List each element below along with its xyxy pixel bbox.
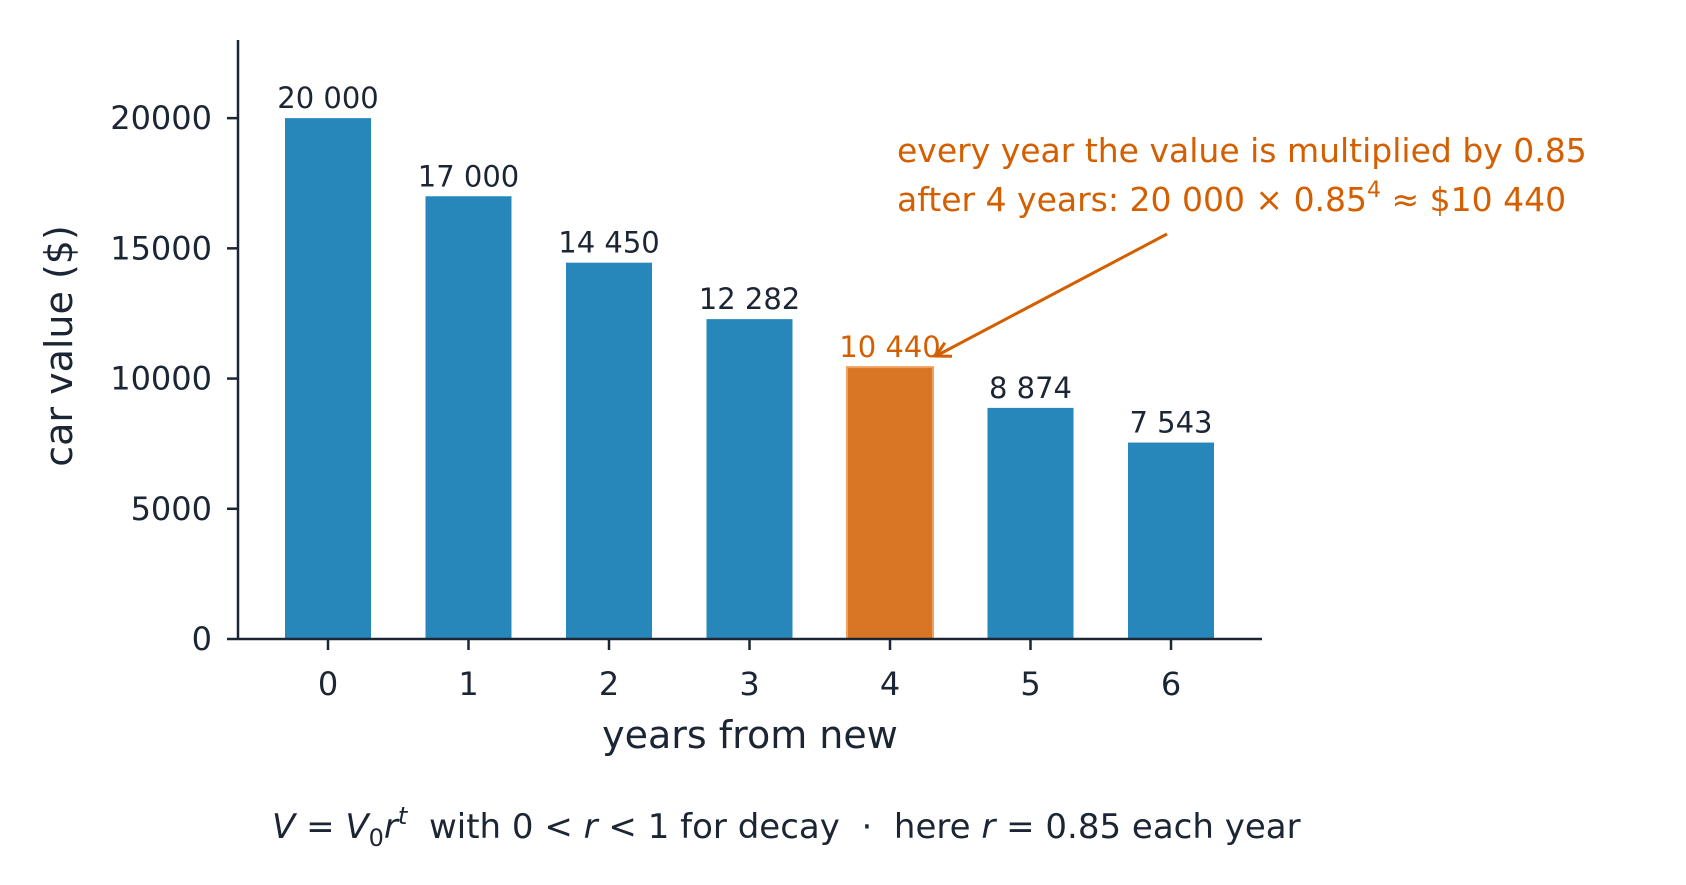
x-tick-label-5: 5: [1020, 665, 1040, 703]
x-tick-label-3: 3: [739, 665, 759, 703]
x-tick-label-1: 1: [458, 665, 478, 703]
y-tick-label-20000: 20000: [110, 99, 212, 137]
footer-r: r: [384, 807, 400, 847]
data-label-year-6: 7 543: [1129, 406, 1212, 440]
footer-tail: = 0.85 each year: [995, 807, 1300, 847]
footer-r2: r: [584, 807, 600, 847]
footer-eq: =: [295, 807, 345, 847]
annotation-line-2-prefix: after 4 years: 20 000 × 0.85: [897, 180, 1367, 219]
bar-year-1: [425, 196, 512, 639]
annotation-line-1: every year the value is multiplied by 0.…: [897, 131, 1587, 170]
data-labels-group: 20 000 17 000 14 450 12 282 10 440 8 874 7 543: [277, 81, 1212, 439]
x-tick-label-4: 4: [880, 665, 900, 703]
bar-year-3: [706, 319, 793, 639]
annotation-arrow-head: [933, 341, 953, 358]
data-label-year-1: 17 000: [418, 159, 519, 193]
x-axis-title: years from new: [602, 713, 898, 757]
bars-group: [285, 118, 1214, 640]
footer-with: with 0 <: [407, 807, 583, 847]
annotation-line-2: after 4 years: 20 000 × 0.854 ≈ $10 440: [897, 178, 1566, 219]
x-tick-label-6: 6: [1161, 665, 1181, 703]
annotation-arrow-line: [935, 232, 1168, 358]
data-label-year-4: 10 440: [839, 330, 940, 364]
x-tick-label-0: 0: [318, 665, 338, 703]
footer-v0-sub: 0: [369, 824, 384, 852]
bar-year-5: [987, 407, 1074, 639]
annotation: every year the value is multiplied by 0.…: [897, 131, 1587, 358]
x-tick-label-2: 2: [599, 665, 619, 703]
footer-t-sup: t: [398, 802, 409, 830]
data-label-year-5: 8 874: [989, 371, 1072, 405]
y-axis-ticks: 0 5000 10000 15000 20000: [110, 99, 238, 658]
footer-v0: V: [345, 807, 371, 847]
y-tick-label-0: 0: [192, 620, 212, 658]
y-tick-label-5000: 5000: [131, 490, 212, 528]
data-label-year-3: 12 282: [699, 282, 800, 316]
data-label-year-2: 14 450: [558, 226, 659, 260]
annotation-exponent: 4: [1367, 178, 1381, 203]
x-axis-ticks: 0 1 2 3 4 5 6: [318, 639, 1181, 703]
annotation-line-2-suffix: ≈ $10 440: [1381, 180, 1566, 219]
footer-v: V: [272, 807, 298, 847]
footer-decay: < 1 for decay · here: [598, 807, 982, 847]
y-tick-label-15000: 15000: [110, 229, 212, 267]
footer-r3: r: [981, 807, 997, 847]
footer-formula: V = V0rt with 0 < r < 1 for decay · here…: [272, 802, 1301, 852]
bar-year-6: [1128, 442, 1214, 639]
bar-year-2: [566, 262, 652, 639]
y-axis-title: car value ($): [37, 225, 81, 467]
data-label-year-0: 20 000: [277, 81, 378, 115]
y-tick-label-10000: 10000: [110, 360, 212, 398]
bar-year-0: [285, 118, 371, 639]
bar-year-4: [846, 366, 934, 640]
